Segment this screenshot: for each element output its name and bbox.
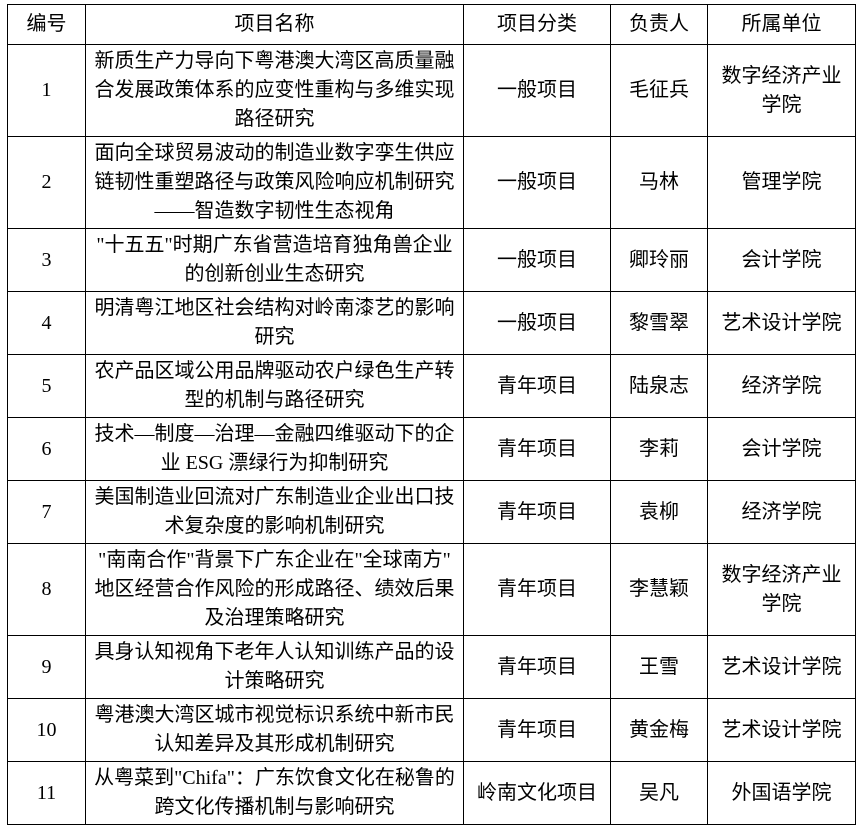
table-row: 8 "南南合作"背景下广东企业在"全球南方" 地区经营合作风险的形成路径、绩效后… (7, 543, 856, 636)
cell-number: 3 (7, 228, 86, 292)
column-header-number: 编号 (7, 4, 86, 45)
cell-unit: 数字经济产业 学院 (707, 44, 856, 137)
cell-project-name: 新质生产力导向下粤港澳大湾区高质量融 合发展政策体系的应变性重构与多维实现 路径… (85, 44, 464, 137)
cell-leader: 卿玲丽 (610, 228, 708, 292)
table-body: 1 新质生产力导向下粤港澳大湾区高质量融 合发展政策体系的应变性重构与多维实现 … (7, 44, 856, 825)
cell-unit: 数字经济产业 学院 (707, 543, 856, 636)
cell-number: 10 (7, 698, 86, 762)
table-row: 5 农产品区域公用品牌驱动农户绿色生产转 型的机制与路径研究 青年项目 陆泉志 … (7, 354, 856, 418)
cell-category: 青年项目 (463, 354, 611, 418)
cell-leader: 吴凡 (610, 761, 708, 825)
column-header-unit: 所属单位 (707, 4, 856, 45)
cell-number: 6 (7, 417, 86, 481)
cell-project-name: 农产品区域公用品牌驱动农户绿色生产转 型的机制与路径研究 (85, 354, 464, 418)
cell-category: 青年项目 (463, 480, 611, 544)
cell-number: 4 (7, 291, 86, 355)
cell-project-name: 明清粤江地区社会结构对岭南漆艺的影响 研究 (85, 291, 464, 355)
cell-leader: 毛征兵 (610, 44, 708, 137)
column-header-category: 项目分类 (463, 4, 611, 45)
column-header-leader: 负责人 (610, 4, 708, 45)
cell-number: 8 (7, 543, 86, 636)
cell-project-name: 技术—制度—治理—金融四维驱动下的企 业 ESG 漂绿行为抑制研究 (85, 417, 464, 481)
cell-category: 一般项目 (463, 44, 611, 137)
cell-project-name: 从粤菜到"Chifa"：广东饮食文化在秘鲁的 跨文化传播机制与影响研究 (85, 761, 464, 825)
cell-category: 青年项目 (463, 543, 611, 636)
cell-category: 一般项目 (463, 228, 611, 292)
cell-category: 青年项目 (463, 635, 611, 699)
cell-project-name: "南南合作"背景下广东企业在"全球南方" 地区经营合作风险的形成路径、绩效后果 … (85, 543, 464, 636)
cell-category: 一般项目 (463, 136, 611, 229)
cell-project-name: 具身认知视角下老年人认知训练产品的设 计策略研究 (85, 635, 464, 699)
cell-unit: 经济学院 (707, 480, 856, 544)
cell-leader: 王雪 (610, 635, 708, 699)
cell-leader: 黎雪翠 (610, 291, 708, 355)
cell-number: 1 (7, 44, 86, 137)
table-row: 10 粤港澳大湾区城市视觉标识系统中新市民 认知差异及其形成机制研究 青年项目 … (7, 698, 856, 762)
table-row: 7 美国制造业回流对广东制造业企业出口技 术复杂度的影响机制研究 青年项目 袁柳… (7, 480, 856, 544)
table-row: 4 明清粤江地区社会结构对岭南漆艺的影响 研究 一般项目 黎雪翠 艺术设计学院 (7, 291, 856, 355)
cell-leader: 黄金梅 (610, 698, 708, 762)
cell-unit: 会计学院 (707, 417, 856, 481)
cell-leader: 袁柳 (610, 480, 708, 544)
table-row: 11 从粤菜到"Chifa"：广东饮食文化在秘鲁的 跨文化传播机制与影响研究 岭… (7, 761, 856, 825)
cell-category: 岭南文化项目 (463, 761, 611, 825)
cell-number: 2 (7, 136, 86, 229)
cell-number: 11 (7, 761, 86, 825)
cell-leader: 李慧颖 (610, 543, 708, 636)
header-row: 编号 项目名称 项目分类 负责人 所属单位 (7, 4, 856, 45)
cell-project-name: "十五五"时期广东省营造培育独角兽企业 的创新创业生态研究 (85, 228, 464, 292)
cell-project-name: 粤港澳大湾区城市视觉标识系统中新市民 认知差异及其形成机制研究 (85, 698, 464, 762)
cell-category: 青年项目 (463, 698, 611, 762)
cell-unit: 管理学院 (707, 136, 856, 229)
cell-leader: 马林 (610, 136, 708, 229)
cell-leader: 李莉 (610, 417, 708, 481)
table-row: 6 技术—制度—治理—金融四维驱动下的企 业 ESG 漂绿行为抑制研究 青年项目… (7, 417, 856, 481)
cell-unit: 艺术设计学院 (707, 291, 856, 355)
projects-table: 编号 项目名称 项目分类 负责人 所属单位 1 新质生产力导向下粤港澳大湾区高质… (7, 4, 856, 825)
cell-unit: 外国语学院 (707, 761, 856, 825)
cell-leader: 陆泉志 (610, 354, 708, 418)
table-header: 编号 项目名称 项目分类 负责人 所属单位 (7, 4, 856, 45)
cell-project-name: 面向全球贸易波动的制造业数字孪生供应 链韧性重塑路径与政策风险响应机制研究 ——… (85, 136, 464, 229)
cell-project-name: 美国制造业回流对广东制造业企业出口技 术复杂度的影响机制研究 (85, 480, 464, 544)
table-row: 3 "十五五"时期广东省营造培育独角兽企业 的创新创业生态研究 一般项目 卿玲丽… (7, 228, 856, 292)
table-row: 9 具身认知视角下老年人认知训练产品的设 计策略研究 青年项目 王雪 艺术设计学… (7, 635, 856, 699)
cell-number: 9 (7, 635, 86, 699)
cell-category: 青年项目 (463, 417, 611, 481)
cell-number: 7 (7, 480, 86, 544)
cell-unit: 经济学院 (707, 354, 856, 418)
cell-unit: 会计学院 (707, 228, 856, 292)
cell-category: 一般项目 (463, 291, 611, 355)
column-header-project-name: 项目名称 (85, 4, 464, 45)
cell-unit: 艺术设计学院 (707, 698, 856, 762)
cell-number: 5 (7, 354, 86, 418)
cell-unit: 艺术设计学院 (707, 635, 856, 699)
table-row: 2 面向全球贸易波动的制造业数字孪生供应 链韧性重塑路径与政策风险响应机制研究 … (7, 136, 856, 229)
table-row: 1 新质生产力导向下粤港澳大湾区高质量融 合发展政策体系的应变性重构与多维实现 … (7, 44, 856, 137)
